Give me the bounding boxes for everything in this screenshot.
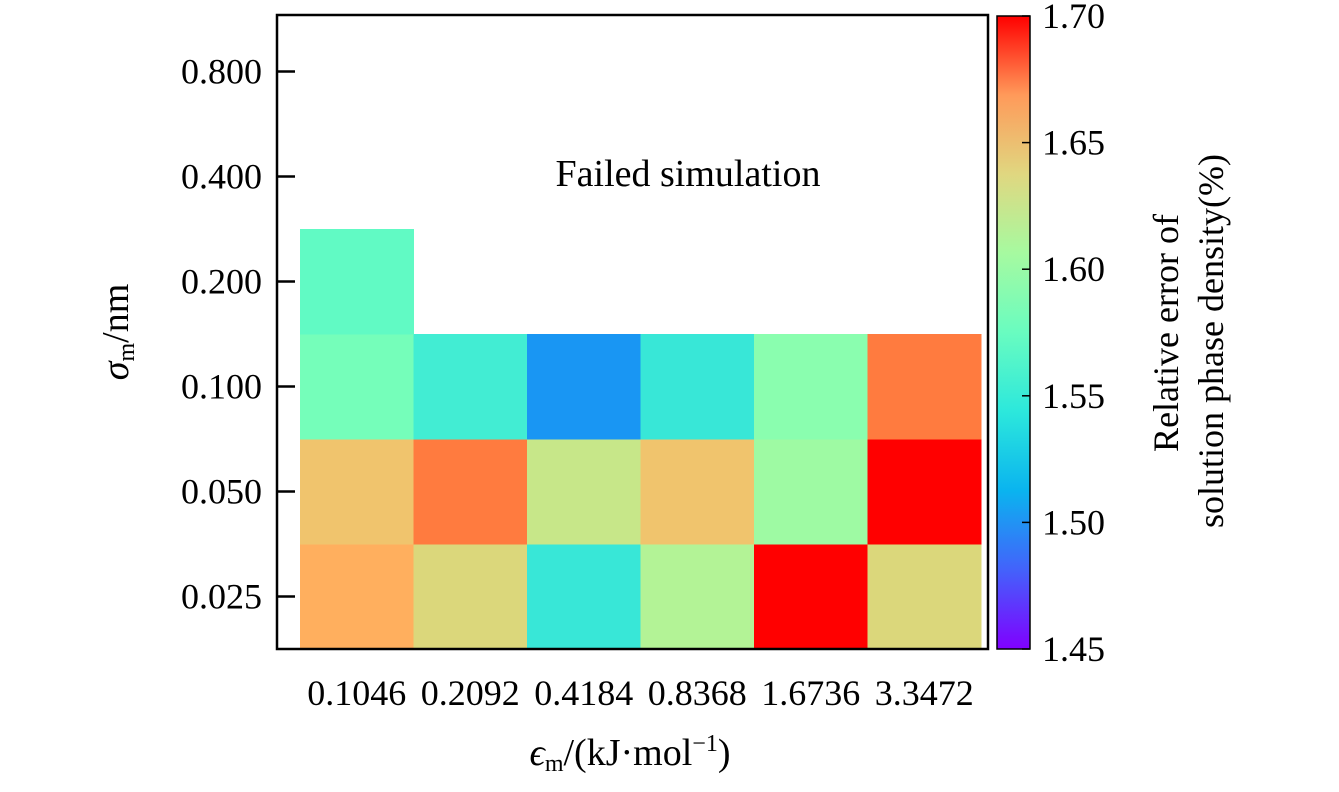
y-tick-label: 0.025 [181,577,262,617]
x-axis-title-sup: −1 [692,731,718,757]
x-tick-label: 1.6736 [761,673,860,713]
x-axis-title-close: ) [718,732,731,774]
colorbar-tick-label: 1.55 [1042,376,1105,416]
heatmap-cell [640,544,755,650]
heatmap-cell [867,334,982,440]
x-axis-title-base: ϵ [530,732,547,774]
colorbar-tick-label: 1.45 [1042,629,1105,669]
x-axis-title: ϵm/(kJ·mol−1) [530,731,731,777]
heatmap-cell [413,439,528,545]
x-tick-label: 0.8368 [648,673,747,713]
y-tick-label: 0.200 [181,262,262,302]
y-tick-label: 0.800 [181,52,262,92]
y-axis-title-sub: m [114,343,140,362]
x-tick-label: 0.4184 [534,673,633,713]
x-axis-title-sub: m [545,751,564,777]
x-axis: 0.1046 0.2092 0.4184 0.8368 1.6736 3.3472 [307,673,974,713]
heatmap-cell [640,334,755,440]
colorbar-tick-label: 1.65 [1042,123,1105,163]
y-tick-label: 0.100 [181,367,262,407]
heatmap-cell [867,439,982,545]
heatmap-cell [754,334,868,440]
y-axis-title-base: σ [95,360,137,380]
x-tick-label: 3.3472 [875,673,974,713]
heatmap-cell [413,334,528,440]
colorbar: 1.45 1.50 1.55 1.60 1.65 1.70 Relative error … [996,0,1231,669]
x-tick-label: 0.1046 [307,673,406,713]
colorbar-tick-label: 1.50 [1042,502,1105,542]
colorbar-title-line1: Relative error of [1146,214,1186,452]
heatmap-cell [640,439,755,545]
y-axis-title-rest: /nm [95,284,137,343]
y-axis: 0.025 0.050 0.100 0.200 0.400 0.800 [181,52,295,617]
heatmap-cell [300,439,414,545]
heatmap-cell [300,229,414,335]
x-tick-label: 0.2092 [421,673,520,713]
heatmap-cell [413,544,528,650]
heatmap-cell [527,544,641,650]
colorbar-tick-label: 1.60 [1042,249,1105,289]
colorbar-gradient [997,16,1030,649]
heatmap-cell [867,544,982,650]
heatmap-cell [754,544,868,650]
heatmap-cells [300,229,982,650]
heatmap-cell [527,439,641,545]
colorbar-frame [996,15,1031,650]
heatmap-cell [300,334,414,440]
y-tick-label: 0.050 [181,472,262,512]
heatmap-cell [527,334,641,440]
y-tick-label: 0.400 [181,157,262,197]
colorbar-tick-label: 1.70 [1042,0,1105,36]
y-axis-title: σm/nm [95,284,140,381]
colorbar-ticks: 1.45 1.50 1.55 1.60 1.65 1.70 [1022,0,1105,669]
plot-frame [275,13,990,651]
heatmap-cell [300,544,414,650]
colorbar-title-line2: solution phase density(%) [1191,154,1231,528]
heatmap-cell [754,439,868,545]
failed-simulation-annotation: Failed simulation [556,153,821,195]
x-axis-title-rest: /(kJ·mol [564,732,693,774]
